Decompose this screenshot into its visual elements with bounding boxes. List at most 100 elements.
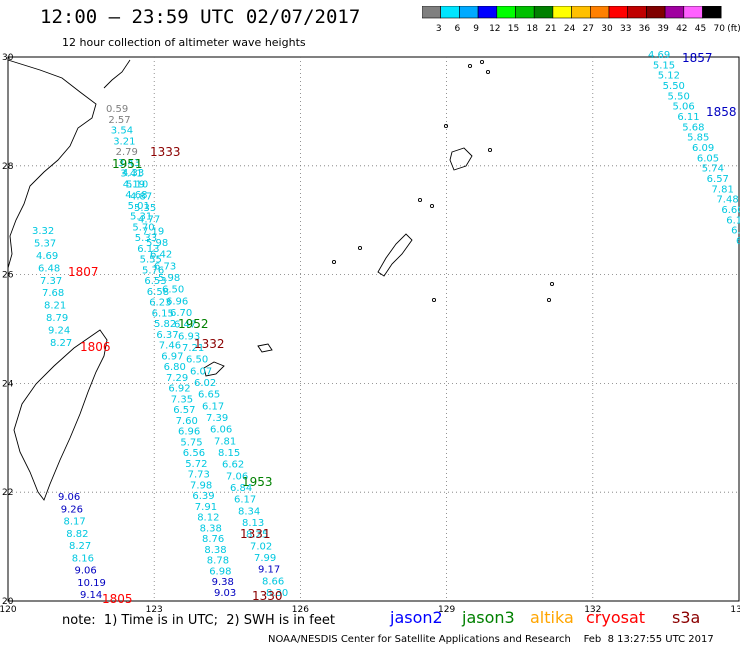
pass-time-label: 1330	[252, 589, 283, 603]
wave-height-value: 6.48	[38, 263, 60, 274]
wave-height-value: 5.85	[687, 133, 709, 144]
wave-height-value: 7.99	[254, 553, 276, 564]
wave-height-value: 6.09	[692, 143, 714, 154]
credit-line: NOAA/NESDIS Center for Satellite Applica…	[268, 634, 714, 645]
wave-height-value: 6.98	[209, 566, 231, 577]
small-island	[485, 69, 491, 75]
pass-time-label: 1951	[112, 157, 143, 171]
wave-height-value: 7.81	[214, 436, 236, 447]
colorbar-tick-label: 3	[436, 24, 442, 34]
small-island	[479, 59, 485, 65]
wave-height-value: 8.16	[72, 553, 94, 564]
taiwan-island	[13, 329, 108, 501]
colorbar-tick-label: 36	[639, 24, 651, 34]
map-subtitle: 12 hour collection of altimeter wave hei…	[62, 36, 306, 49]
wave-height-value: 0.59	[106, 104, 128, 115]
colorbar-tick-label: 39	[657, 24, 669, 34]
colorbar-tick-label: 27	[583, 24, 594, 34]
wave-height-value: 5.75	[180, 437, 202, 448]
wave-height-value: 6.47	[174, 320, 196, 331]
wave-height-value: 6.80	[164, 362, 186, 373]
wave-height-value: 7.48	[716, 195, 738, 206]
wave-height-value: 6.93	[178, 331, 200, 342]
wave-height-value: 5.50	[668, 91, 690, 102]
wave-height-value: 7.21	[182, 343, 204, 354]
wave-height-value: 6.56	[183, 448, 205, 459]
wave-height-value: 5.12	[658, 71, 680, 82]
wave-height-value: 9.17	[258, 565, 280, 576]
wave-height-value: 7.91	[195, 502, 217, 513]
pass-time-label: 1953	[242, 475, 273, 489]
small-island	[443, 123, 449, 129]
wave-height-value: 6.17	[234, 495, 256, 506]
wave-height-value: 8.17	[64, 517, 86, 528]
wave-height-value: 7.06	[226, 471, 248, 482]
colorbar-tick-label: 45	[695, 24, 706, 34]
latitude-tick-label: 24	[2, 379, 14, 389]
wave-height-value: 6.62	[222, 460, 244, 471]
wave-height-value: 8.15	[218, 448, 240, 459]
wave-height-value: 3.41	[120, 169, 142, 180]
wave-height-value: 7.73	[188, 470, 210, 481]
wave-height-value: 8.38	[200, 523, 222, 534]
wave-height-value: 6.92	[168, 384, 190, 395]
colorbar-tick-label: 12	[489, 24, 500, 34]
wave-height-value: 7.81	[712, 184, 734, 195]
colorbar-tick-label: 6	[455, 24, 461, 34]
wave-height-value: 6.57	[707, 174, 729, 185]
wave-height-value: 6.58	[147, 287, 169, 298]
map-frame	[7, 56, 740, 602]
longitude-tick-label: 120	[0, 605, 17, 615]
wave-height-value: 8.79	[46, 313, 68, 324]
wave-height-value: 5.15	[653, 60, 675, 71]
wave-height-value: 6.57	[173, 405, 195, 416]
wave-height-value: 7.29	[166, 373, 188, 384]
okinawa-island	[377, 233, 413, 277]
colorbar-tick-label: 70	[713, 24, 725, 34]
wave-height-value: 4.33	[122, 168, 144, 179]
wave-height-value: 8.27	[69, 541, 91, 552]
colorbar-legend: 3 6 9 12 15 18 21 24 27 30 33 36 39 42 45 70 (ft)	[422, 6, 740, 34]
colorbar-tick-label: 18	[526, 24, 538, 34]
wave-height-value: 6.39	[192, 491, 214, 502]
wave-height-value: 6.97	[161, 351, 183, 362]
china-coastline-north	[103, 59, 131, 89]
wave-height-value: 6.37	[156, 330, 178, 341]
wave-height-value: 3.43	[118, 158, 140, 169]
wave-height-value: 7.37	[40, 276, 62, 287]
mission-legend-cryosat: cryosat	[586, 608, 646, 627]
wave-height-value: 6.84	[230, 483, 252, 494]
pass-time-label: 1806	[80, 340, 111, 354]
wave-height-value: 6.42	[150, 250, 172, 261]
wave-height-value: 10.19	[77, 578, 106, 589]
wave-height-value: 4.69	[648, 50, 670, 61]
latitude-tick-label: 26	[2, 271, 14, 281]
wave-height-value: 5.82	[154, 319, 176, 330]
colorbar-tick-label: 21	[545, 24, 556, 34]
wave-height-value: 6.06	[210, 425, 232, 436]
wave-height-value: 6.15	[152, 308, 174, 319]
colorbar-tick-label: 24	[564, 24, 576, 34]
wave-height-value: 9.24	[48, 326, 70, 337]
wave-height-value: 4.87	[130, 191, 152, 202]
pass-time-label: 1333	[150, 145, 181, 159]
wave-height-value: 9.38	[212, 577, 234, 588]
wave-height-value: 7.02	[250, 541, 272, 552]
wave-height-value: 5.01	[128, 201, 150, 212]
wave-height-value: 3.54	[111, 126, 133, 137]
wave-height-value: 6.17	[202, 401, 224, 412]
wave-height-value: 3.21	[113, 136, 135, 147]
pass-time-label: 1332	[194, 337, 225, 351]
latitude-tick-label: 30	[2, 53, 14, 63]
wave-height-value: 4.19	[123, 179, 145, 190]
pass-time-label: 1331	[240, 527, 271, 541]
wave-height-value: 5.72	[185, 459, 207, 470]
wave-height-value: 6.02	[194, 378, 216, 389]
wave-height-value: 8.30	[266, 588, 288, 599]
colorbar-tick-label: 42	[676, 24, 687, 34]
wave-height-value: 6.07	[190, 366, 212, 377]
wave-height-value: 6.11	[677, 112, 699, 123]
amami-island	[449, 147, 473, 171]
wave-height-value: 6.50	[162, 285, 184, 296]
